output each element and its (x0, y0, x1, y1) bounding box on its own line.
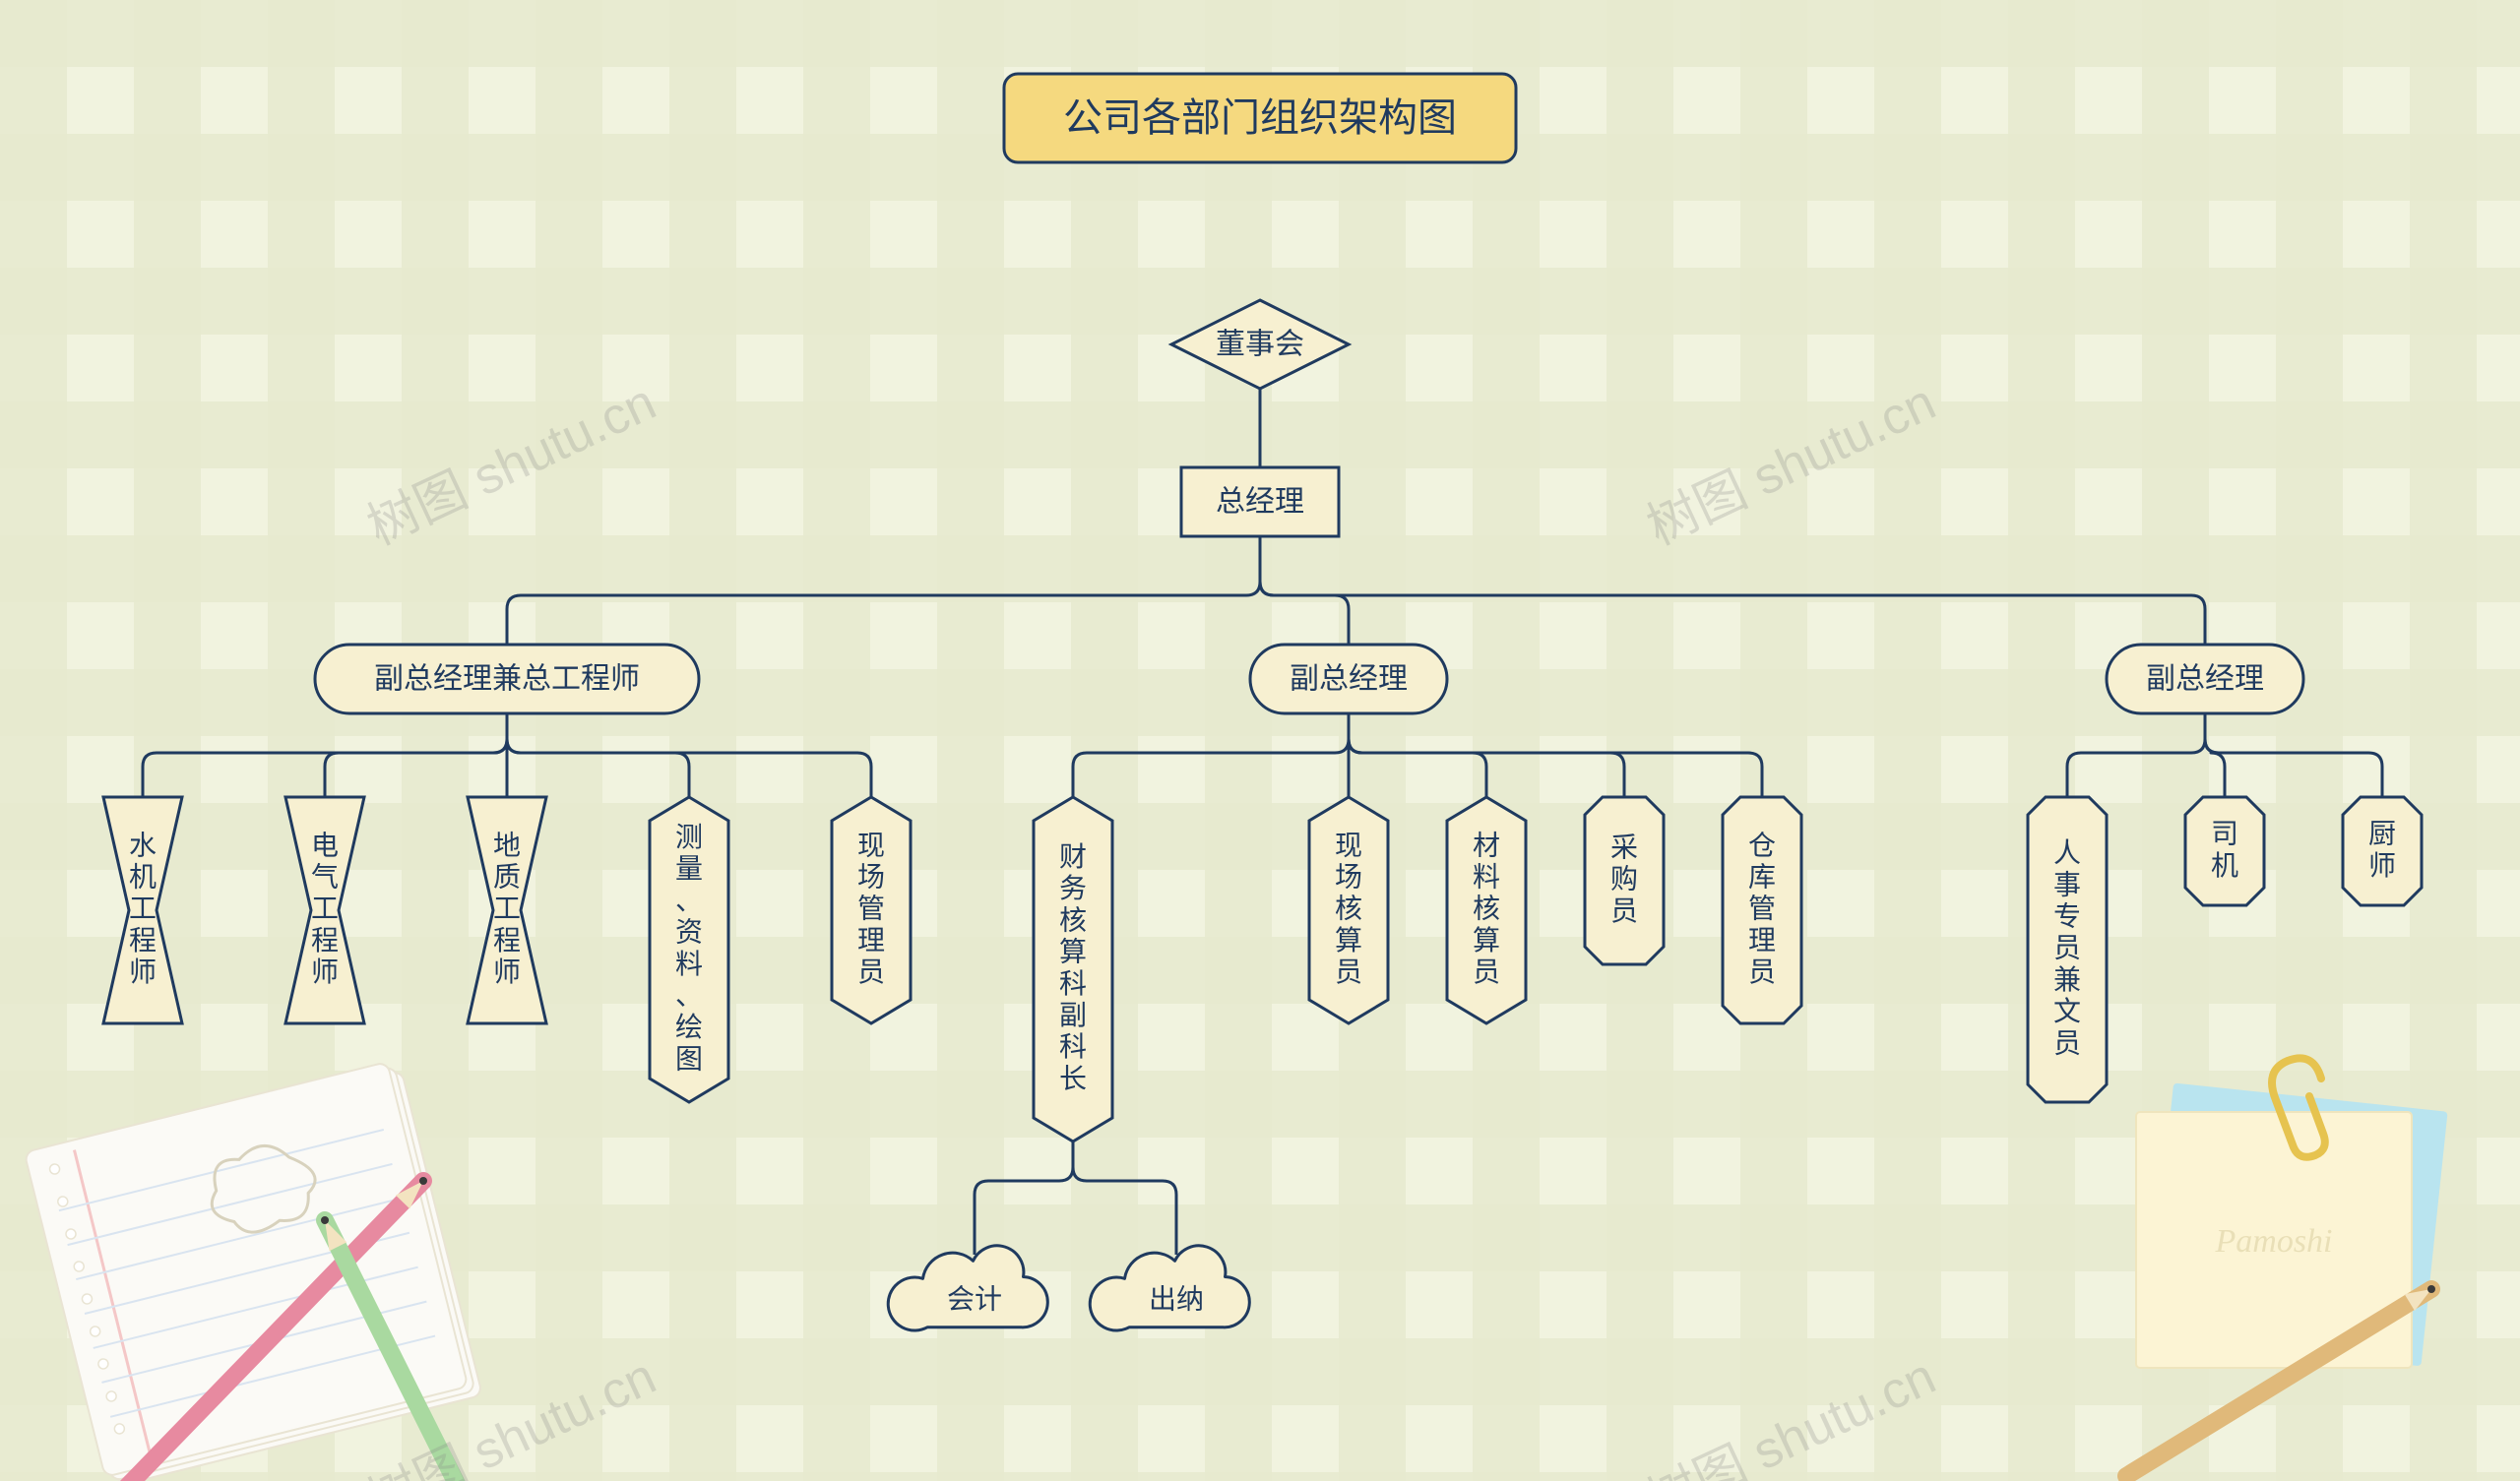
node-h1-label: 员 (2053, 933, 2081, 963)
node-e1-label: 程 (129, 925, 157, 956)
node-h3-label: 厨 (2368, 819, 2396, 849)
node-gm: 总经理 (1181, 467, 1339, 536)
node-e1-label: 机 (129, 862, 157, 893)
node-f3-label: 采 (1610, 833, 1638, 863)
node-e4-label: 测 (675, 822, 703, 852)
node-f0-label: 副 (1059, 1000, 1087, 1030)
node-h2: 司机 (2185, 797, 2264, 905)
node-f3-label: 员 (1610, 895, 1638, 926)
node-c2-label: 出纳 (1149, 1284, 1204, 1315)
node-f1-label: 员 (1335, 956, 1362, 987)
node-e4-label: 、 (675, 980, 703, 1011)
node-f0-label: 务 (1059, 873, 1087, 903)
node-e4: 测量、资料、绘图 (650, 797, 728, 1102)
node-h3: 厨师 (2343, 797, 2422, 905)
node-vp3-label: 副总经理 (2146, 663, 2264, 696)
node-f0-label: 财 (1059, 841, 1087, 872)
node-h2-label: 机 (2211, 850, 2238, 881)
node-h1: 人事专员兼文员 (2028, 797, 2107, 1102)
node-e5-label: 场 (857, 862, 885, 893)
node-vp1-label: 副总经理兼总工程师 (374, 663, 640, 696)
node-e4-label: 绘 (675, 1012, 703, 1042)
node-e5: 现场管理员 (832, 797, 911, 1023)
node-f3-label: 购 (1610, 864, 1638, 895)
node-e3-label: 师 (493, 956, 521, 987)
node-f1-label: 现 (1335, 830, 1362, 860)
node-h1-label: 文 (2053, 996, 2081, 1026)
node-h3-label: 师 (2368, 850, 2396, 881)
node-f2: 材料核算员 (1447, 797, 1526, 1023)
node-f2-label: 料 (1473, 862, 1500, 893)
node-f0-label: 算 (1059, 937, 1087, 967)
node-f1: 现场核算员 (1309, 797, 1388, 1023)
node-e1-label: 工 (129, 894, 157, 924)
node-vp2-label: 副总经理 (1290, 663, 1408, 696)
node-e3-label: 质 (493, 862, 521, 893)
node-e2-label: 程 (311, 925, 339, 956)
node-f1-label: 算 (1335, 925, 1362, 956)
node-e4-label: 料 (675, 949, 703, 979)
node-f0: 财务核算科副科长 (1034, 797, 1112, 1142)
node-f0-label: 科 (1059, 1031, 1087, 1062)
node-e5-label: 现 (857, 830, 885, 860)
node-vp3: 副总经理 (2107, 645, 2303, 713)
node-vp2: 副总经理 (1250, 645, 1447, 713)
node-e2-label: 气 (311, 862, 339, 893)
node-f4-label: 管 (1748, 894, 1776, 924)
node-gm-label: 总经理 (1216, 486, 1304, 519)
node-f4-label: 理 (1748, 925, 1776, 956)
node-e4-label: 、 (675, 885, 703, 915)
node-f1-label: 场 (1335, 862, 1362, 893)
node-vp1: 副总经理兼总工程师 (315, 645, 699, 713)
node-e5-label: 管 (857, 894, 885, 924)
node-e2-label: 电 (311, 830, 339, 860)
title-label: 公司各部门组织架构图 (1063, 96, 1457, 140)
node-e4-label: 图 (675, 1043, 703, 1074)
svg-text:Pamoshi: Pamoshi (2215, 1223, 2333, 1260)
node-e3-label: 地 (493, 830, 521, 860)
node-f3: 采购员 (1585, 797, 1664, 964)
node-board-label: 董事会 (1216, 329, 1304, 361)
node-h1-label: 专 (2053, 901, 2081, 932)
node-h1-label: 事 (2053, 869, 2081, 899)
node-f2-label: 核 (1473, 894, 1500, 924)
node-f2-label: 员 (1473, 956, 1500, 987)
node-e5-label: 员 (857, 956, 885, 987)
node-e2-label: 工 (311, 894, 339, 924)
title-box: 公司各部门组织架构图 (1004, 74, 1516, 162)
node-f4: 仓库管理员 (1723, 797, 1801, 1023)
node-h2-label: 司 (2211, 819, 2238, 849)
node-f1-label: 核 (1335, 894, 1362, 924)
node-e1-label: 水 (129, 830, 157, 860)
node-e3-label: 程 (493, 925, 521, 956)
node-f4-label: 仓 (1748, 830, 1776, 860)
node-e4-label: 资 (675, 917, 703, 948)
node-f0-label: 核 (1059, 904, 1087, 935)
node-e1-label: 师 (129, 956, 157, 987)
node-e2-label: 师 (311, 956, 339, 987)
node-f4-label: 库 (1748, 862, 1776, 893)
node-h1-label: 员 (2053, 1027, 2081, 1058)
node-h1-label: 兼 (2053, 964, 2081, 995)
node-e5-label: 理 (857, 925, 885, 956)
node-f0-label: 长 (1059, 1063, 1087, 1093)
node-e4-label: 量 (675, 853, 703, 884)
node-f2-label: 材 (1473, 830, 1500, 860)
node-f0-label: 科 (1059, 968, 1087, 999)
node-f4-label: 员 (1748, 956, 1776, 987)
node-e3-label: 工 (493, 894, 521, 924)
node-h1-label: 人 (2053, 837, 2081, 868)
node-c1-label: 会计 (947, 1284, 1002, 1315)
node-f2-label: 算 (1473, 925, 1500, 956)
